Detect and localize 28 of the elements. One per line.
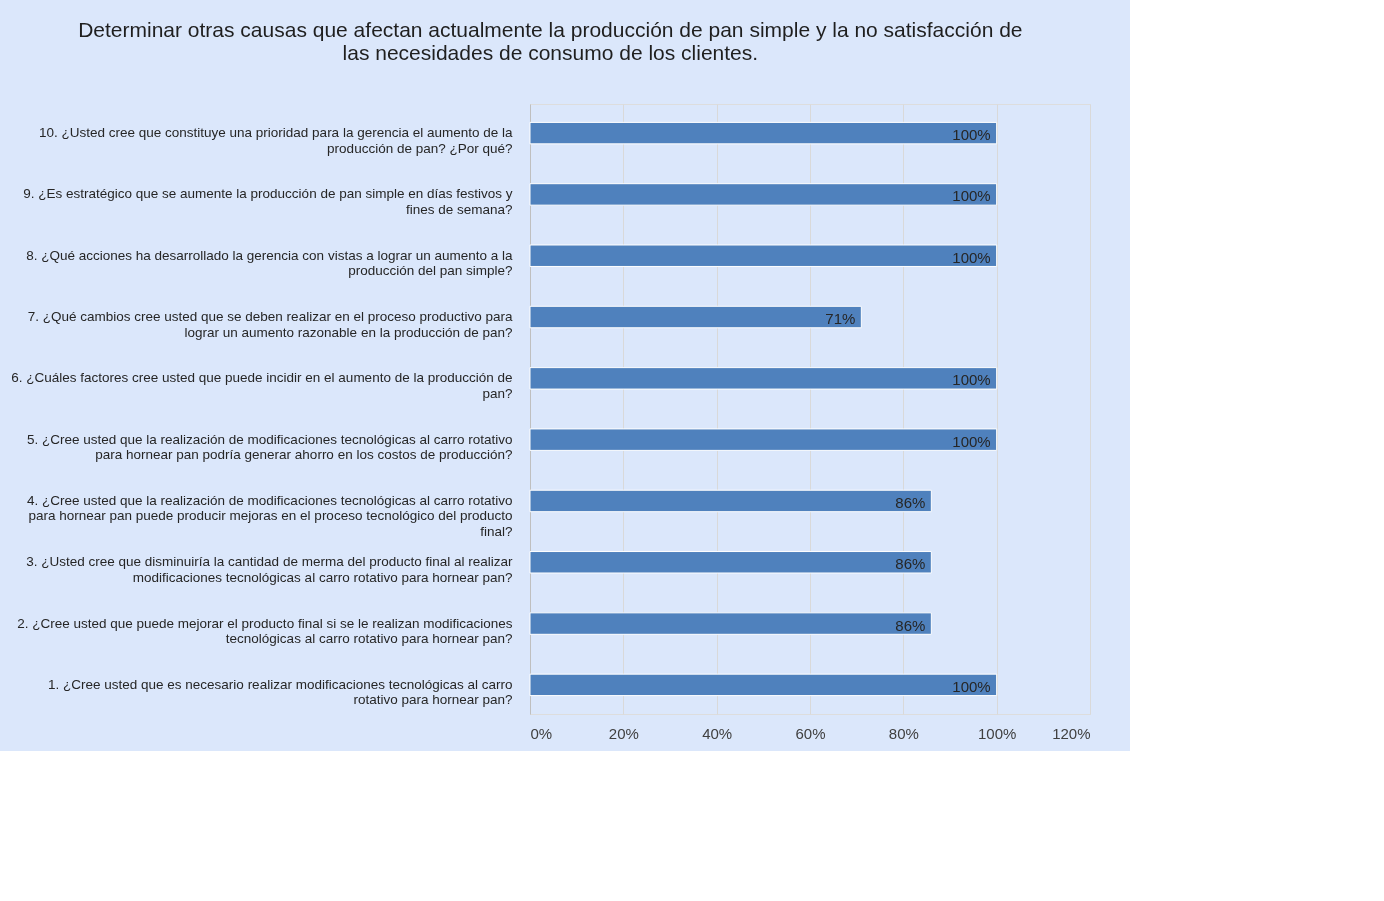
data-label: 100% bbox=[952, 187, 991, 205]
chart-title: Determinar otras causas que afectan actualmente la producción de pan simple y la no satisfacción de las necesidades de consumo de los clientes. bbox=[78, 18, 1023, 64]
y-tick-label: 3. ¿Usted cree que disminuiría la cantidad de merma del producto final al realizar modificaciones tecnológicas al carro rotativo para hornear pan? bbox=[26, 554, 513, 585]
y-tick-label: 8. ¿Qué acciones ha desarrollado la gerencia con vistas a lograr un aumento a la producción del pan simple? bbox=[26, 247, 513, 279]
x-tick-label: 40% bbox=[702, 724, 733, 742]
data-label: 86% bbox=[895, 555, 926, 573]
data-label: 100% bbox=[952, 677, 991, 695]
y-tick-label: 5. ¿Cree usted que la realización de modificaciones tecnológicas al carro rotativo para hornear pan podría generar ahorro en los costos de producción? bbox=[26, 431, 513, 463]
data-label: 100% bbox=[952, 432, 991, 450]
data-label: 71% bbox=[825, 310, 856, 328]
x-tick-label: 20% bbox=[608, 724, 639, 742]
x-tick-label: 60% bbox=[795, 724, 826, 742]
data-label: 100% bbox=[952, 248, 991, 266]
y-tick-label: 7. ¿Qué cambios cree usted que se deben realizar en el proceso productivo para lograr un aumento razonable en la producción de pan? bbox=[27, 309, 513, 340]
y-tick-label: 6. ¿Cuáles factores cree usted que puede incidir en el aumento de la producción de pan? bbox=[11, 370, 513, 401]
x-tick-label: 120% bbox=[1052, 724, 1091, 742]
data-label: 100% bbox=[952, 126, 991, 144]
y-tick-label: 2. ¿Cree usted que puede mejorar el producto final si se le realizan modificaciones tecnológicas al carro rotativo para hornear pan? bbox=[17, 615, 513, 647]
x-tick-label: 0% bbox=[530, 724, 553, 742]
x-tick-label: 80% bbox=[888, 724, 919, 742]
x-tick-label: 100% bbox=[977, 724, 1017, 742]
data-label: 86% bbox=[895, 493, 926, 511]
y-tick-label: 1. ¿Cree usted que es necesario realizar modificaciones tecnológicas al carro rotativo para hornear pan? bbox=[48, 676, 513, 708]
y-tick-label: 4. ¿Cree usted que la realización de modificaciones tecnológicas al carro rotativo para hornear pan puede producir mejoras en el proceso tecnológico del producto final? bbox=[26, 492, 513, 539]
data-label: 86% bbox=[895, 616, 926, 634]
data-label: 100% bbox=[952, 371, 991, 389]
y-tick-label: 10. ¿Usted cree que constituye una prioridad para la gerencia el aumento de la producción de pan? ¿Por qué? bbox=[38, 125, 513, 156]
y-tick-label: 9. ¿Es estratégico que se aumente la producción de pan simple en días festivos y fines de semana? bbox=[23, 186, 513, 217]
